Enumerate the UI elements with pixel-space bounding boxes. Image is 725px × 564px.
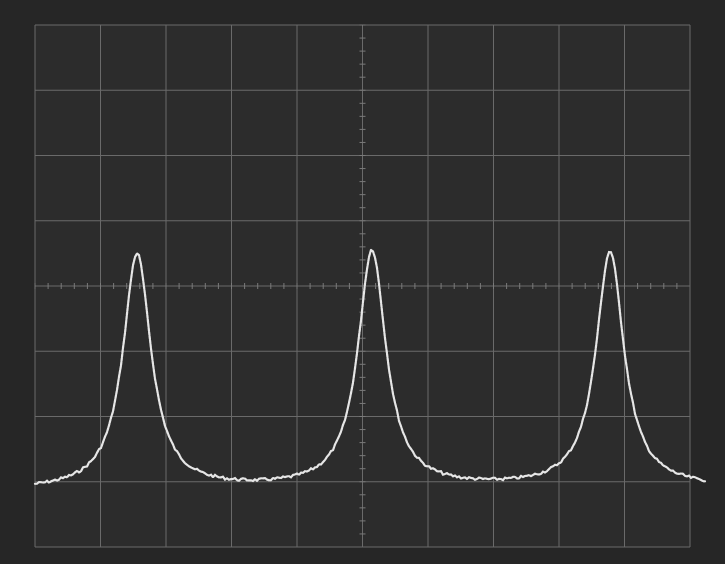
page-body: (() => { const NS = 'http://www.w3.org/2… — [0, 0, 725, 564]
oscilloscope-screen — [0, 0, 725, 564]
page: {} html, body { margin: 0; padding: 0; b… — [0, 0, 725, 564]
